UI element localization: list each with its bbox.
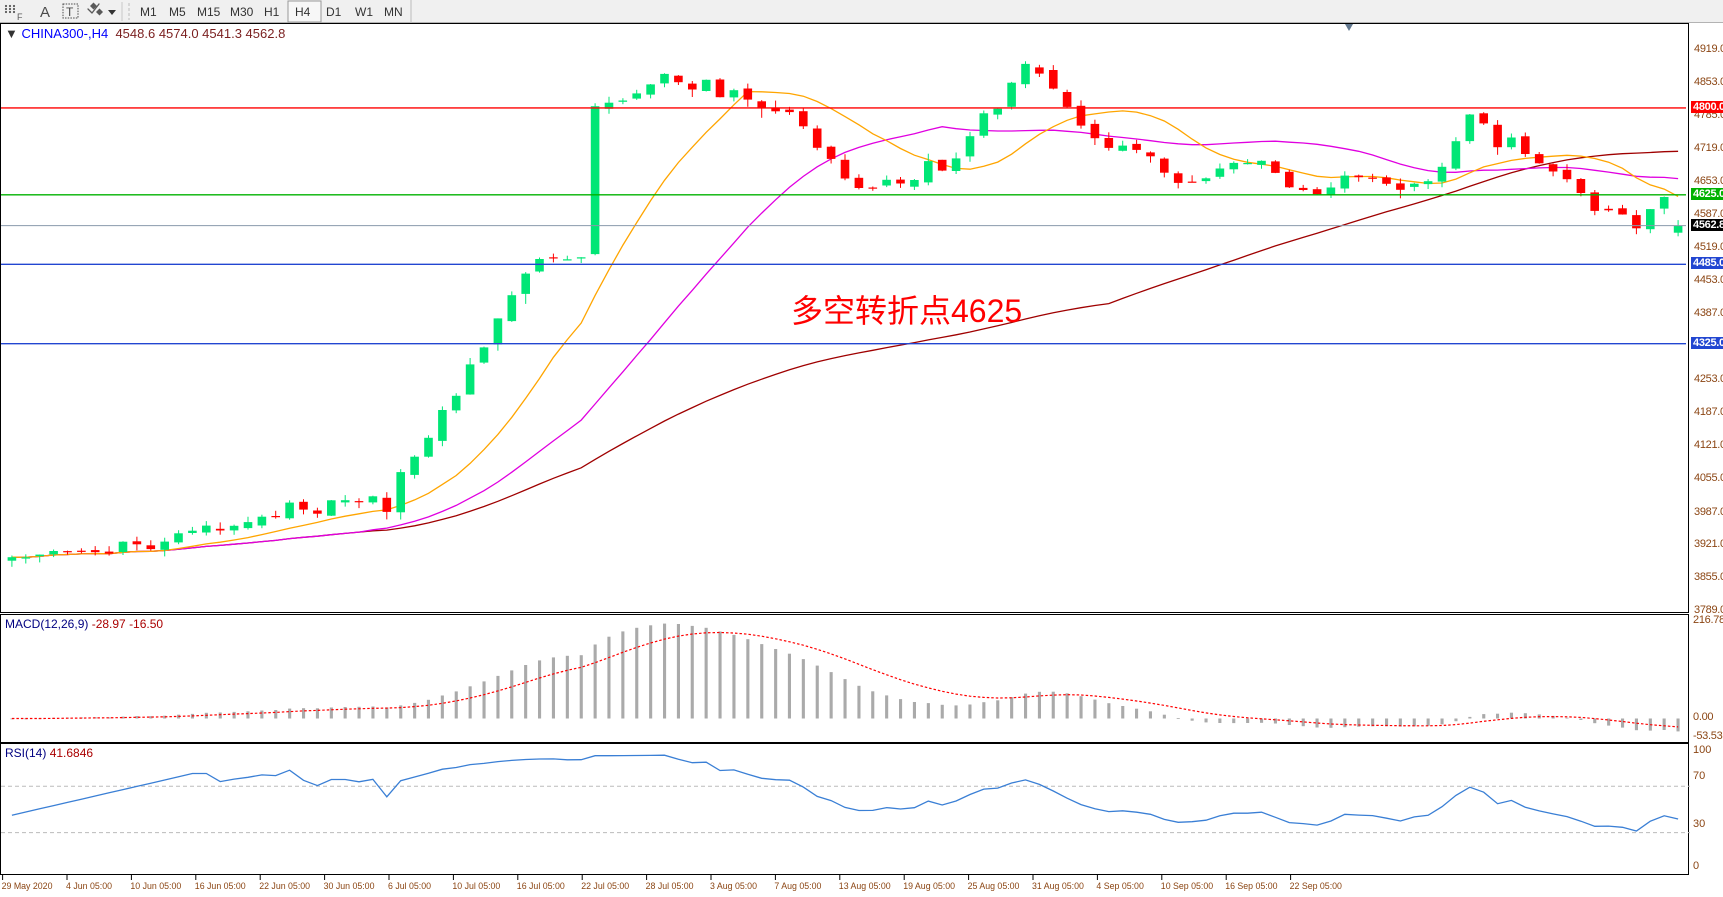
svg-text:MN: MN <box>384 5 403 19</box>
svg-text:M1: M1 <box>140 5 157 19</box>
svg-text:M30: M30 <box>230 5 254 19</box>
svg-text:D1: D1 <box>326 5 342 19</box>
svg-text:H1: H1 <box>264 5 280 19</box>
svg-text:多空转折点4625: 多空转折点4625 <box>791 293 1022 329</box>
svg-text:F: F <box>17 12 23 22</box>
svg-text:T: T <box>66 5 74 19</box>
svg-text:M15: M15 <box>197 5 221 19</box>
svg-text:H4: H4 <box>295 5 311 19</box>
svg-text:M5: M5 <box>169 5 186 19</box>
svg-text:A: A <box>40 4 50 21</box>
svg-text:W1: W1 <box>355 5 373 19</box>
